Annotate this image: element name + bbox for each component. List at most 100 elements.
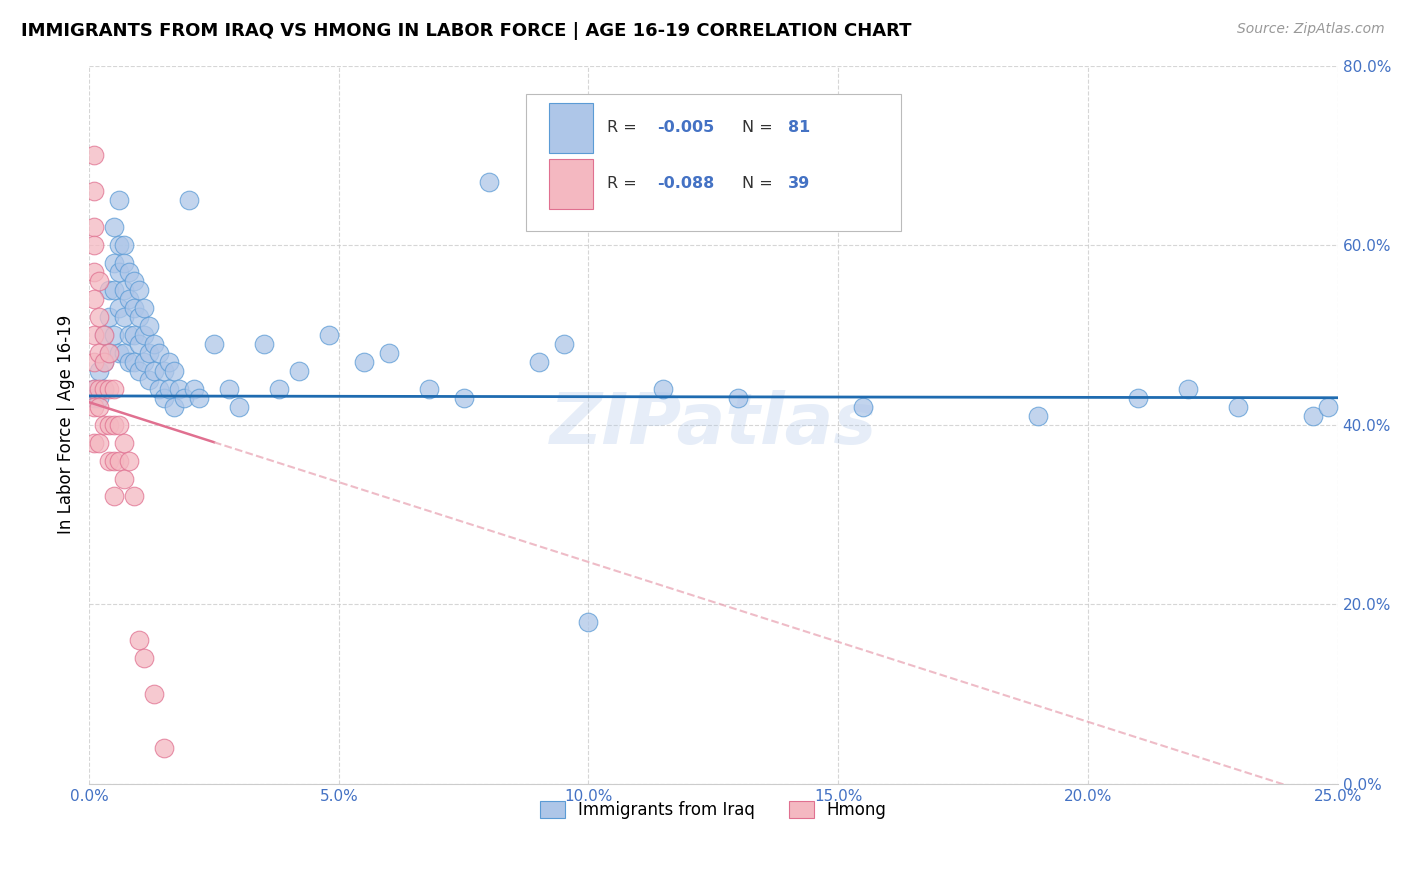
Point [118,355,141,369]
Point [578,615,600,629]
Text: 81: 81 [789,120,810,136]
Point [103,490,125,504]
Text: -0.088: -0.088 [657,177,714,191]
Point [93,355,115,369]
Point [132,355,155,369]
FancyBboxPatch shape [548,160,593,209]
Text: ZIPatlas: ZIPatlas [550,390,877,459]
Y-axis label: In Labor Force | Age 16-19: In Labor Force | Age 16-19 [58,315,75,534]
Point [98,453,121,467]
Point [377,346,399,360]
Point [83,382,105,396]
Point [173,391,195,405]
Point [167,382,190,396]
Point [112,435,135,450]
Point [87,435,110,450]
Point [103,327,125,342]
Point [83,148,105,162]
Point [143,364,166,378]
Point [93,382,115,396]
Point [122,327,145,342]
Text: IMMIGRANTS FROM IRAQ VS HMONG IN LABOR FORCE | AGE 16-19 CORRELATION CHART: IMMIGRANTS FROM IRAQ VS HMONG IN LABOR F… [21,22,911,40]
Point [98,283,121,297]
Point [177,193,200,207]
Point [128,364,150,378]
Point [103,382,125,396]
Point [87,346,110,360]
Point [112,283,135,297]
Point [108,346,131,360]
Point [93,327,115,342]
Point [83,435,105,450]
Point [93,355,115,369]
Point [87,400,110,414]
Point [93,417,115,432]
Point [143,337,166,351]
Point [93,327,115,342]
Point [98,346,121,360]
Point [132,327,155,342]
Point [1316,400,1339,414]
Point [83,327,105,342]
Point [122,355,145,369]
Point [253,337,276,351]
Point [163,364,186,378]
Point [727,391,749,405]
Point [353,355,375,369]
Text: 39: 39 [789,177,810,191]
Point [122,274,145,288]
Point [128,337,150,351]
Point [83,391,105,405]
Point [87,364,110,378]
Point [453,391,475,405]
Legend: Immigrants from Iraq, Hmong: Immigrants from Iraq, Hmong [533,794,893,826]
Text: N =: N = [742,120,778,136]
Point [87,382,110,396]
Point [87,391,110,405]
Point [128,633,150,648]
Point [138,318,160,333]
Point [122,490,145,504]
Point [103,256,125,270]
Point [112,471,135,485]
Point [652,382,675,396]
Point [103,220,125,235]
Point [103,453,125,467]
Point [157,355,180,369]
Point [138,373,160,387]
Point [148,346,170,360]
FancyBboxPatch shape [548,103,593,153]
Point [83,220,105,235]
Point [153,364,176,378]
Point [103,283,125,297]
Point [187,391,209,405]
Point [112,256,135,270]
Point [132,301,155,315]
Point [1302,409,1324,423]
Point [138,346,160,360]
Point [163,400,186,414]
Point [108,417,131,432]
Text: R =: R = [607,120,643,136]
Point [93,382,115,396]
Text: Source: ZipAtlas.com: Source: ZipAtlas.com [1237,22,1385,37]
Point [83,382,105,396]
Point [87,310,110,324]
Point [83,265,105,279]
Point [112,238,135,252]
Point [87,274,110,288]
Point [143,687,166,701]
Point [852,400,875,414]
Point [183,382,205,396]
Point [112,346,135,360]
Point [128,310,150,324]
Point [118,292,141,306]
Point [132,651,155,665]
Point [118,265,141,279]
Point [118,453,141,467]
Point [218,382,240,396]
Point [157,382,180,396]
Point [1177,382,1199,396]
Point [83,355,105,369]
Point [83,292,105,306]
